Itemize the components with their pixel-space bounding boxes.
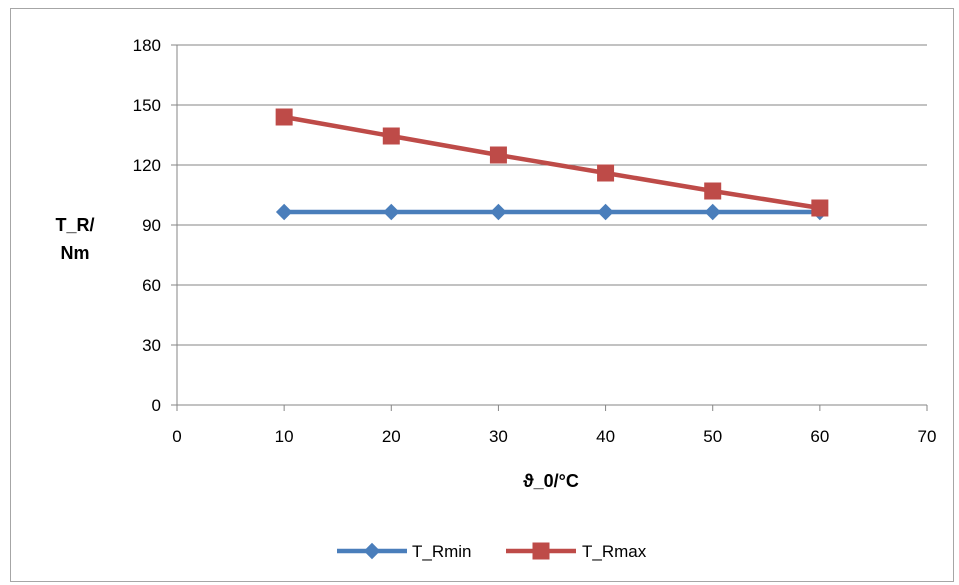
series-line <box>283 114 821 211</box>
x-tick-label: 30 <box>489 427 508 446</box>
grid-lines <box>177 44 927 346</box>
legend-swatch-marker <box>363 542 381 560</box>
y-axis-title: T_R/Nm <box>55 215 94 263</box>
data-point-square <box>704 182 722 200</box>
series-t-rmin <box>275 203 829 221</box>
data-point-square <box>597 164 615 182</box>
chart-area <box>10 8 954 582</box>
y-tick-label: 90 <box>142 216 161 235</box>
y-tick-label: 120 <box>133 156 161 175</box>
x-tick-label: 50 <box>703 427 722 446</box>
data-point-square <box>489 146 507 164</box>
data-point-square <box>811 199 829 217</box>
y-tick-label: 60 <box>142 276 161 295</box>
data-point-diamond <box>490 203 507 221</box>
data-point-square <box>382 127 400 145</box>
y-axis-ticks: 0 30 60 90 120 150 180 <box>133 36 177 415</box>
data-point-diamond <box>383 203 400 221</box>
y-tick-label: 150 <box>133 96 161 115</box>
x-tick-label: 0 <box>172 427 181 446</box>
y-axis-title-line: T_R/ <box>55 215 94 235</box>
x-axis-ticks: 0 10 20 30 40 50 60 70 <box>172 405 936 446</box>
legend-item-t-rmax: T_Rmax <box>506 542 647 561</box>
data-point-diamond <box>597 203 614 221</box>
y-tick-label: 30 <box>142 336 161 355</box>
series-t-rmax <box>275 108 829 217</box>
legend-swatch-marker <box>532 542 550 560</box>
legend-label: T_Rmin <box>412 542 472 561</box>
y-tick-label: 0 <box>152 396 161 415</box>
series-layer <box>275 108 829 221</box>
x-tick-label: 40 <box>596 427 615 446</box>
x-axis-title: ϑ_0/°C <box>523 471 579 491</box>
data-point-diamond <box>275 203 293 221</box>
x-tick-label: 60 <box>810 427 829 446</box>
x-tick-label: 10 <box>275 427 294 446</box>
legend-label: T_Rmax <box>582 542 647 561</box>
legend: T_Rmin T_Rmax <box>337 542 647 561</box>
legend-item-t-rmin: T_Rmin <box>337 542 472 561</box>
y-axis-title-line: Nm <box>60 243 89 263</box>
x-tick-label: 70 <box>918 427 937 446</box>
data-point-square <box>275 108 293 126</box>
x-tick-label: 20 <box>382 427 401 446</box>
data-point-diamond <box>704 203 721 221</box>
y-tick-label: 180 <box>133 36 161 55</box>
